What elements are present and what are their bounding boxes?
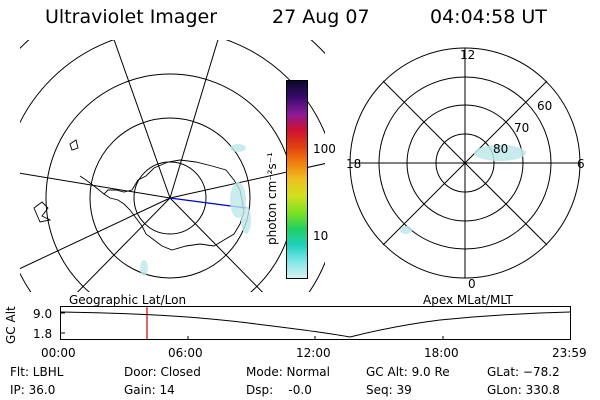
meridian-line [113,40,171,199]
door-info: Door: Closed [124,365,201,379]
emission-patch [230,144,246,152]
geographic-map [20,40,325,292]
island-outline [33,201,52,223]
colorbar-tick-100: 100 [313,142,336,156]
sequence-info: Seq: 39 [366,383,412,397]
ip-info: IP: 36.0 [10,383,56,397]
apex-label: Apex MLat/MLT [423,293,513,307]
altitude-axis-label: GC Alt [4,306,18,344]
island-outline [69,139,79,151]
meridian-line [169,40,219,199]
mlt-label-6: 6 [577,157,585,171]
lat-circle [20,40,325,55]
altitude-plot [60,306,571,340]
polar-plot [349,47,581,279]
lat-label-60: 60 [537,99,553,113]
altitude-curve [60,311,571,338]
continent-outline [103,159,245,251]
emission-patch [474,145,526,161]
mlt-label-12: 12 [460,48,476,62]
lat-circle [20,40,325,292]
meridian-line [76,197,171,292]
lat-circle [45,73,295,292]
colorbar-gradient [287,81,307,278]
lat-label-80: 80 [493,142,509,156]
mlt-label-0: 0 [468,277,476,291]
x-tick-label: 00:00 [41,346,76,360]
peninsula-outline [79,175,105,195]
meridian-line [20,172,171,199]
geographic-label: Geographic Lat/Lon [69,293,187,307]
colorbar-tick-10: 10 [313,229,329,243]
x-tick-label: 18:00 [424,346,459,360]
mode-info: Mode: Normal [246,365,330,379]
gc-altitude-info: GC Alt: 9.0 Re [366,365,450,379]
filter-info: Flt: LBHL [10,365,64,379]
date-label: 27 Aug 07 [272,6,370,28]
colorbar [286,80,308,279]
emission-patch [230,182,246,218]
altitude-tick-1-8: 1.8 [33,327,53,341]
lat-circle [89,117,251,279]
meridian-line [20,197,171,270]
lat-label-70: 70 [514,121,530,135]
diagonal-line [382,80,548,246]
geo-latitude-info: GLat: −78.2 [487,365,560,379]
mlt-label-18: 18 [346,157,362,171]
instrument-title: Ultraviolet Imager [45,6,218,28]
x-tick-label: 12:00 [296,346,331,360]
time-label: 04:04:58 UT [430,6,547,28]
dsp-info: Dsp: -0.0 [246,383,312,397]
x-tick-label: 23:59 [552,346,587,360]
geo-longitude-info: GLon: 330.8 [487,383,560,397]
emission-patch [400,226,412,234]
gain-info: Gain: 14 [124,383,175,397]
emission-patch [140,260,148,276]
colorbar-unit-label: photon cm⁻²s⁻¹ [265,152,279,245]
meridian-line [169,197,264,292]
altitude-plot-frame [60,306,571,340]
x-tick-label: 06:00 [168,346,203,360]
meridian-line [169,163,325,199]
emission-patch [241,206,251,234]
altitude-tick-9: 9.0 [33,307,53,321]
